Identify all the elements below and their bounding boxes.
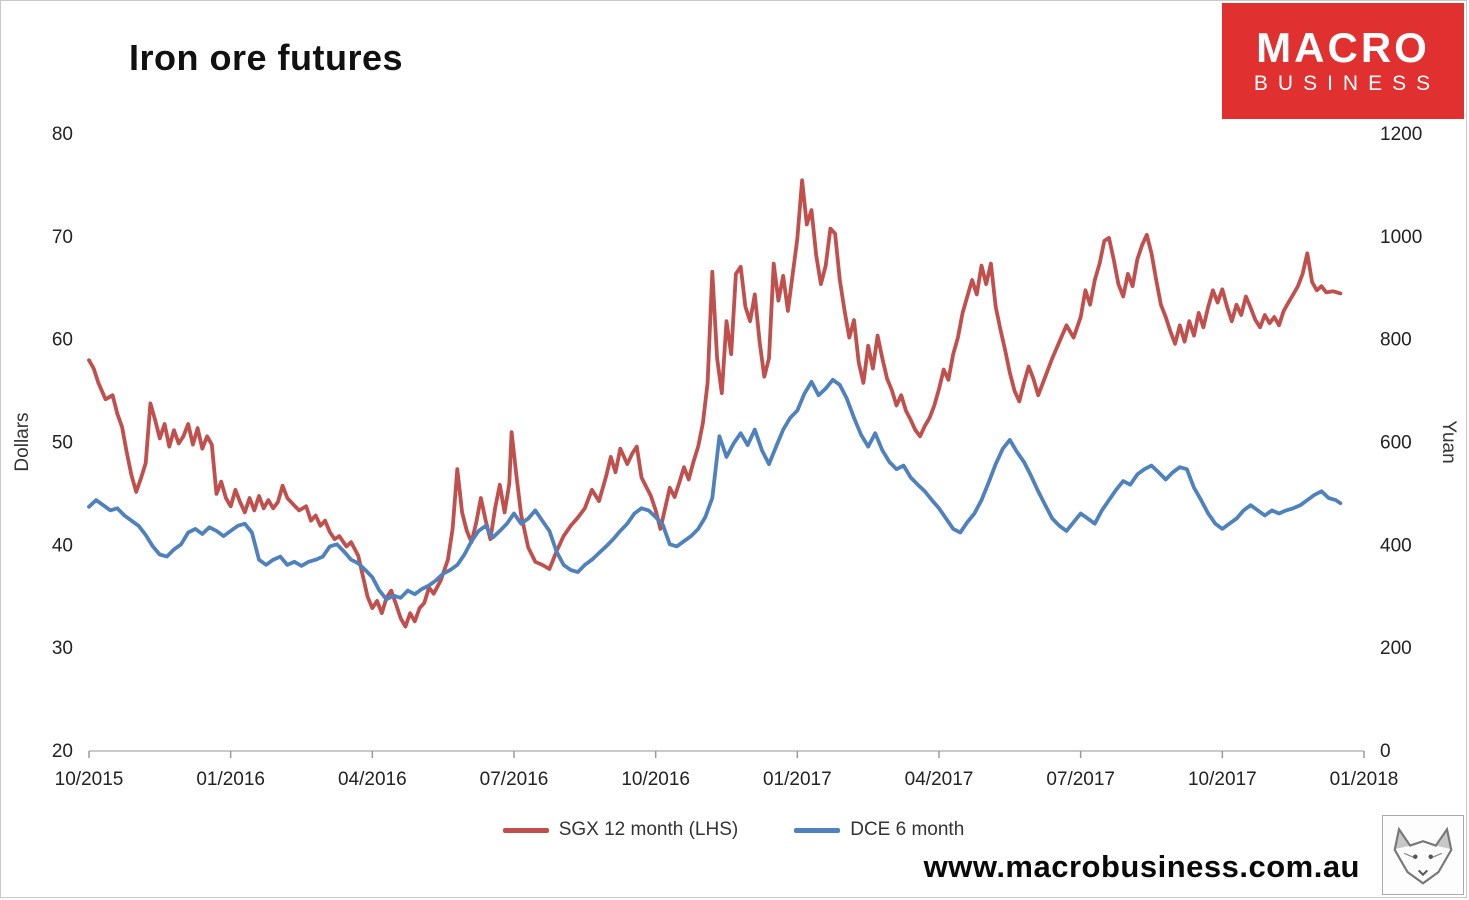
x-tick-label: 01/2016 <box>196 769 265 790</box>
logo-text-business: BUSINESS <box>1253 72 1441 96</box>
legend-label-sgx: SGX 12 month (LHS) <box>558 819 739 840</box>
y-right-tick-label: 1200 <box>1380 124 1422 145</box>
y-left-tick-label: 80 <box>52 124 73 145</box>
y-left-tick-label: 60 <box>52 330 73 351</box>
y-right-tick-label: 0 <box>1380 741 1391 762</box>
series-line-1 <box>87 377 1343 602</box>
x-tick-label: 10/2016 <box>621 769 690 790</box>
y-left-tick-label: 70 <box>52 227 73 248</box>
logo-text-macro: MACRO <box>1256 23 1430 71</box>
x-tick-label: 01/2017 <box>763 769 832 790</box>
chart-legend: SGX 12 month (LHS) DCE 6 month <box>1 819 1466 841</box>
y-right-tick-label: 600 <box>1380 433 1412 454</box>
y-right-tick-label: 1000 <box>1380 227 1422 248</box>
chart-title: Iron ore futures <box>129 37 404 78</box>
legend-item-dce: DCE 6 month <box>794 819 964 841</box>
fox-logo <box>1382 815 1464 895</box>
legend-swatch-sgx <box>502 827 549 833</box>
x-tick-label: 10/2017 <box>1188 769 1257 790</box>
x-tick-label: 04/2016 <box>338 769 407 790</box>
x-tick-label: 07/2017 <box>1046 769 1115 790</box>
x-tick-label: 10/2015 <box>55 769 124 790</box>
series-line-0 <box>87 178 1343 629</box>
y-right-tick-label: 400 <box>1380 535 1412 556</box>
y-left-tick-label: 20 <box>52 741 73 762</box>
y-left-tick-label: 50 <box>52 433 73 454</box>
legend-swatch-dce <box>794 827 841 833</box>
x-tick-label: 01/2018 <box>1330 769 1399 790</box>
y-right-tick-label: 200 <box>1380 638 1412 659</box>
y-right-tick-label: 800 <box>1380 330 1412 351</box>
legend-label-dce: DCE 6 month <box>850 819 965 840</box>
x-tick-label: 04/2017 <box>905 769 974 790</box>
legend-item-sgx: SGX 12 month (LHS) <box>502 819 739 841</box>
y-axis-title-left: Dollars <box>12 412 33 472</box>
y-left-tick-label: 30 <box>52 638 73 659</box>
macrobusiness-logo: MACRO BUSINESS <box>1222 3 1464 119</box>
x-tick-label: 07/2016 <box>480 769 549 790</box>
y-left-tick-label: 40 <box>52 535 73 556</box>
y-axis-title-right: Yuan <box>1438 420 1459 464</box>
site-url: www.macrobusiness.com.au <box>923 849 1360 884</box>
fox-head-icon <box>1393 826 1453 885</box>
